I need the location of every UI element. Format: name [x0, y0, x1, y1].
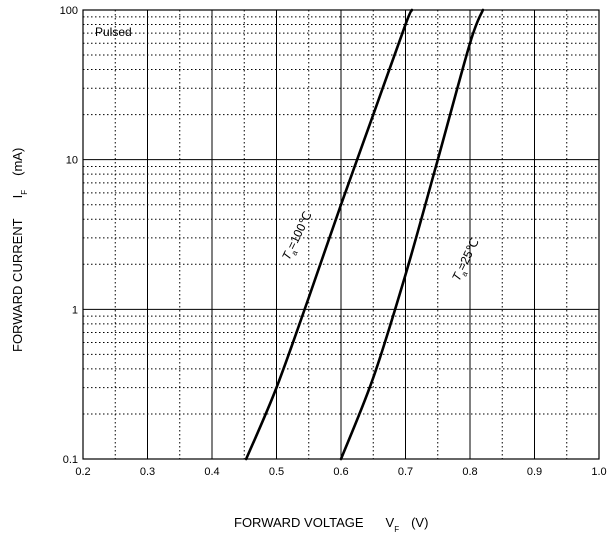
- series-label-25c-value: =25℃: [454, 236, 481, 273]
- x-tick-label: 0.8: [462, 466, 477, 478]
- y-tick-label: 1: [72, 304, 78, 316]
- x-tick-label: 0.4: [204, 466, 219, 478]
- x-axis-title-main: FORWARD VOLTAGE: [234, 515, 364, 530]
- plot-frame: [82, 9, 600, 460]
- series-label-100c-value: =100℃: [284, 209, 314, 252]
- y-axis-title: FORWARD CURRENT IF (mA): [10, 148, 29, 352]
- y-tick-label: 10: [66, 155, 78, 167]
- x-tick-labels: 0.2 0.3 0.4 0.5 0.6 0.7 0.8 0.9 1.0: [75, 466, 606, 478]
- series-line-25c: [339, 8, 485, 461]
- x-tick-label: 0.5: [269, 466, 284, 478]
- y-axis-title-unit: (mA): [10, 148, 25, 176]
- x-tick-label: 0.9: [527, 466, 542, 478]
- x-tick-label: 0.3: [140, 466, 155, 478]
- x-tick-label: 0.6: [333, 466, 348, 478]
- pulsed-annotation: Pulsed: [95, 25, 132, 39]
- series-label-100c-sub: a: [290, 249, 300, 257]
- y-axis-title-main: FORWARD CURRENT: [10, 218, 25, 352]
- x-axis-title-symbol: V: [386, 515, 395, 530]
- series-label-25c: Ta=25℃: [449, 236, 484, 284]
- x-tick-label: 0.2: [75, 466, 90, 478]
- series-line-100c: [244, 8, 414, 461]
- y-tick-labels: 0.1 1 10 100: [60, 5, 78, 466]
- y-axis-title-symbol: I: [10, 195, 25, 199]
- x-axis-title: FORWARD VOLTAGE VF (V): [234, 515, 428, 534]
- grid: [83, 10, 599, 459]
- y-tick-label: 0.1: [63, 454, 78, 466]
- x-axis-title-unit: (V): [411, 515, 428, 530]
- y-tick-label: 100: [60, 5, 78, 17]
- x-tick-label: 1.0: [591, 466, 606, 478]
- series-label-25c-sub: a: [460, 270, 470, 278]
- x-axis-title-sub: F: [394, 525, 399, 534]
- y-axis-title-sub: F: [20, 190, 29, 195]
- x-tick-label: 0.7: [398, 466, 413, 478]
- curves: [244, 8, 485, 461]
- series-label-100c: Ta=100℃: [279, 209, 317, 263]
